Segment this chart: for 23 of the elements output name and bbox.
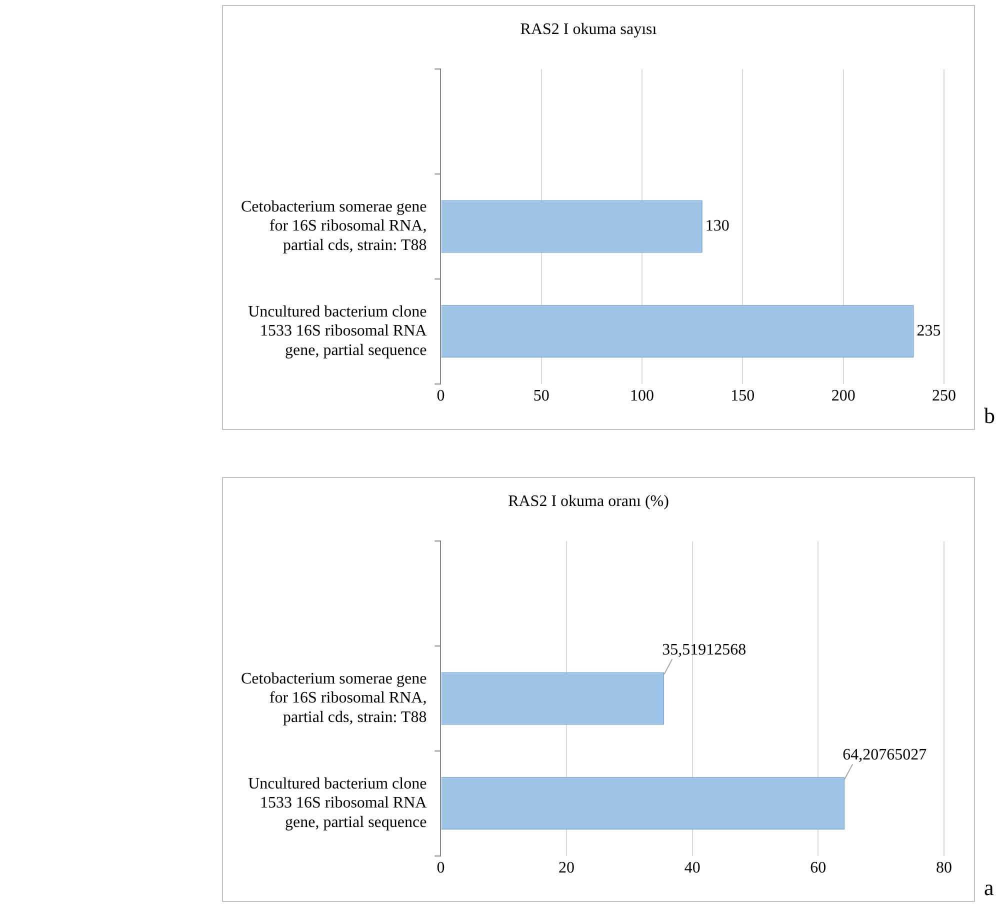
x-tick-label: 20 xyxy=(558,860,575,877)
x-tick-label: 250 xyxy=(932,388,956,405)
chart-title: RAS2 I okuma oranı (%) xyxy=(508,492,669,510)
y-tick-label: Uncultured bacterium clone 1533 16S ribosomal RNA gene, partial sequence xyxy=(248,775,428,831)
text: a xyxy=(984,875,994,901)
x-tick-label: 40 xyxy=(684,860,700,877)
x-tick-label: 60 xyxy=(810,860,826,877)
data-label: 235 xyxy=(916,322,941,340)
x-tick-label: 50 xyxy=(533,388,550,405)
x-tick-label: 150 xyxy=(730,388,755,405)
y-tick-label: Uncultured bacterium clone 1533 16S ribosomal RNA gene, partial sequence xyxy=(248,303,428,359)
x-tick-label: 80 xyxy=(936,860,952,877)
x-tick-label: 200 xyxy=(831,388,856,405)
text: b xyxy=(984,403,995,429)
chart-title: RAS2 I okuma sayısı xyxy=(520,20,658,38)
x-tick-label: 0 xyxy=(436,860,445,877)
x-tick-label: 100 xyxy=(630,388,654,405)
y-tick-label: Cetobacterium somerae gene for 16S ribosomal RNA, partial cds, strain: T88 xyxy=(240,670,427,726)
data-label: 35,51912568 xyxy=(662,641,746,658)
y-tick-label: Cetobacterium somerae gene for 16S ribosomal RNA, partial cds, strain: T88 xyxy=(240,198,427,254)
x-tick-label: 0 xyxy=(436,388,445,405)
data-label: 130 xyxy=(705,218,730,235)
data-label: 64,20765027 xyxy=(842,746,927,764)
